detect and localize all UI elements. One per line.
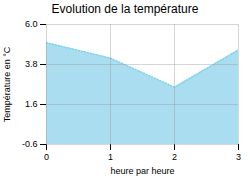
svg-text:3: 3 [236, 152, 241, 162]
svg-text:1.6: 1.6 [25, 99, 38, 109]
svg-text:1: 1 [108, 152, 113, 162]
svg-text:3.8: 3.8 [25, 59, 38, 69]
svg-text:2: 2 [172, 152, 177, 162]
html-text:Evolution de la température: Evolution de la température [51, 2, 199, 16]
svg-text:0: 0 [44, 152, 49, 162]
svg-text:-0.6: -0.6 [22, 139, 38, 149]
svg-text:heure par heure: heure par heure [110, 166, 174, 176]
svg-text:6.0: 6.0 [25, 19, 38, 29]
svg-text:Température en °C: Température en °C [2, 46, 12, 122]
